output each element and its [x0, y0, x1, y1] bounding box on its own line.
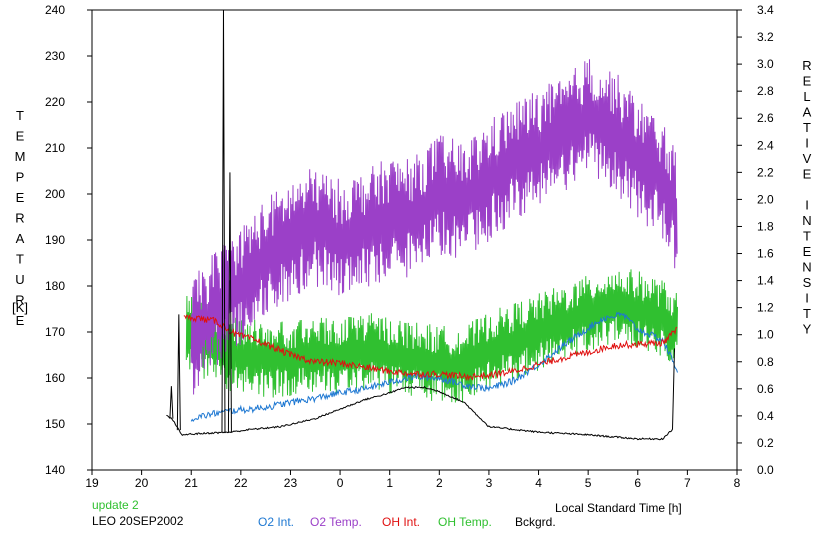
- x-tick-label: 0: [337, 476, 344, 490]
- series-line: [185, 269, 678, 403]
- y-right-tick-label: 1.4: [757, 274, 774, 288]
- y-right-tick-label: 3.0: [757, 57, 774, 71]
- y-right-tick-label: 2.8: [757, 84, 774, 98]
- series-layer: [166, 9, 678, 441]
- y-left-tick-label: 210: [45, 141, 65, 155]
- y-left-tick-label: 190: [45, 233, 65, 247]
- y-left-title-letter: A: [16, 231, 25, 246]
- y-right-title-letter: V: [803, 151, 812, 166]
- y-right-tick-label: 2.4: [757, 138, 774, 152]
- y-right-title-letter: E: [803, 244, 812, 259]
- x-axis-title: Local Standard Time [h]: [555, 501, 682, 515]
- y-right-title-letter: T: [803, 120, 811, 135]
- y-right-tick-label: 1.0: [757, 328, 774, 342]
- y-left-tick-label: 240: [45, 3, 65, 17]
- y-left-title-letter: T: [16, 252, 24, 267]
- y-left-tick-label: 180: [45, 279, 65, 293]
- x-tick-label: 5: [585, 476, 592, 490]
- y-right-title-letter: S: [803, 275, 812, 290]
- labels-layer: 19 20 21 22 23 0 1 2 3 4 5 6 7 8140150160170180190200…: [12, 3, 812, 490]
- y-left-title-letter: T: [16, 108, 24, 123]
- background-spike: [169, 386, 174, 419]
- y-right-title-letter: E: [803, 74, 812, 89]
- y-left-title-letter: E: [16, 313, 25, 328]
- y-right-title-letter: I: [805, 198, 809, 213]
- y-right-title-letter: N: [802, 260, 811, 275]
- x-tick-label: 19: [85, 476, 99, 490]
- y-right-title-letter: R: [802, 58, 811, 73]
- y-right-tick-label: 0.0: [757, 463, 774, 477]
- x-tick-label: 7: [684, 476, 691, 490]
- y-left-title-letter: E: [16, 129, 25, 144]
- y-right-title-letter: A: [803, 105, 812, 120]
- background-spike: [221, 9, 226, 433]
- y-right-tick-label: 0.6: [757, 382, 774, 396]
- y-left-title-letter: R: [15, 293, 24, 308]
- x-tick-label: 20: [135, 476, 149, 490]
- y-right-title-letter: T: [803, 229, 811, 244]
- y-right-tick-label: 1.8: [757, 219, 774, 233]
- y-right-tick-label: 2.6: [757, 111, 774, 125]
- annotation-update: update 2: [92, 498, 139, 512]
- y-right-title-letter: N: [802, 213, 811, 228]
- x-tick-label: 4: [535, 476, 542, 490]
- y-left-tick-label: 160: [45, 371, 65, 385]
- y-right-tick-label: 3.4: [757, 3, 774, 17]
- y-right-tick-label: 3.2: [757, 30, 774, 44]
- legend-o2-temp: O2 Temp.: [310, 515, 362, 529]
- y-left-title-letter: M: [15, 149, 26, 164]
- y-left-tick-label: 230: [45, 49, 65, 63]
- x-tick-label: 23: [284, 476, 298, 490]
- x-tick-label: 1: [386, 476, 393, 490]
- series-line: [190, 59, 678, 395]
- series-line: [183, 314, 678, 382]
- y-left-tick-label: 200: [45, 187, 65, 201]
- y-left-title-letter: U: [15, 272, 24, 287]
- y-left-tick-label: 170: [45, 325, 65, 339]
- y-left-tick-label: 150: [45, 417, 65, 431]
- x-tick-label: 22: [234, 476, 248, 490]
- x-tick-label: 2: [436, 476, 443, 490]
- legend-oh-temp: OH Temp.: [438, 515, 492, 529]
- y-right-tick-label: 2.2: [757, 165, 774, 179]
- y-right-tick-label: 1.6: [757, 247, 774, 261]
- series-line: [190, 311, 678, 422]
- x-tick-label: 8: [734, 476, 741, 490]
- y-left-title-letter: P: [16, 170, 25, 185]
- annotation-station-date: LEO 20SEP2002: [92, 514, 184, 528]
- series-line: [166, 348, 675, 441]
- y-left-title-letter: R: [15, 211, 24, 226]
- x-tick-label: 6: [634, 476, 641, 490]
- x-tick-label: 21: [185, 476, 199, 490]
- y-right-title-letter: E: [803, 167, 812, 182]
- x-tick-label: 3: [486, 476, 493, 490]
- y-right-title-letter: I: [805, 136, 809, 151]
- y-right-tick-label: 2.0: [757, 192, 774, 206]
- y-right-title-letter: T: [803, 306, 811, 321]
- y-right-tick-label: 0.8: [757, 355, 774, 369]
- y-left-tick-label: 220: [45, 95, 65, 109]
- y-right-title-letter: Y: [803, 322, 812, 337]
- ticks-layer: [87, 9, 742, 475]
- y-left-unit: [K]: [12, 300, 28, 315]
- background-spike: [227, 172, 232, 433]
- plot-frame: [91, 9, 738, 471]
- legend-oh-int: OH Int.: [382, 515, 421, 529]
- y-right-tick-label: 0.2: [757, 436, 774, 450]
- y-right-tick-label: 0.4: [757, 409, 774, 423]
- legend-o2-int: O2 Int.: [258, 515, 295, 529]
- y-left-title-letter: E: [16, 190, 25, 205]
- legend-bckgrd: Bckgrd.: [515, 515, 556, 529]
- y-right-tick-label: 1.2: [757, 301, 774, 315]
- y-right-title-letter: I: [805, 291, 809, 306]
- background-spike: [176, 314, 181, 431]
- y-right-title-letter: L: [803, 89, 810, 104]
- y-left-tick-label: 140: [45, 463, 65, 477]
